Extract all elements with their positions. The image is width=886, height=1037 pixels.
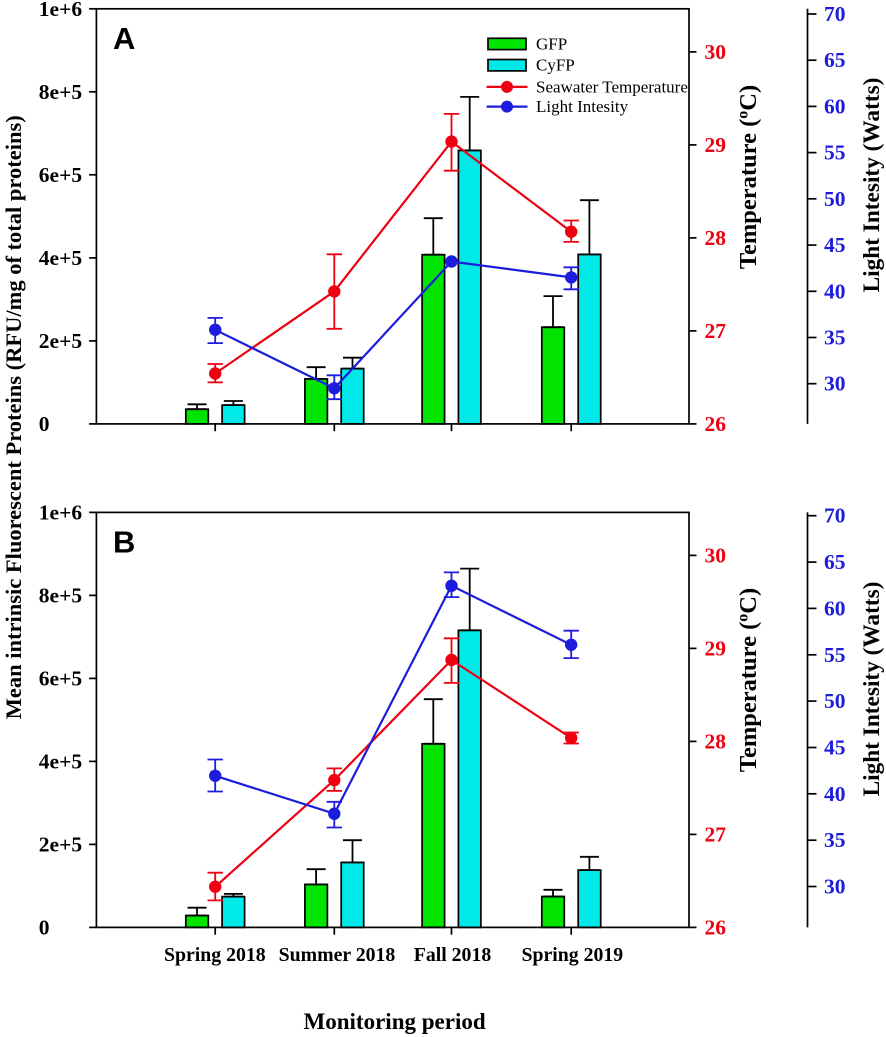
svg-text:8e+5: 8e+5 bbox=[39, 583, 82, 607]
svg-text:Light Intesity (Watts): Light Intesity (Watts) bbox=[859, 582, 885, 797]
svg-text:26: 26 bbox=[705, 915, 727, 939]
svg-text:4e+5: 4e+5 bbox=[39, 246, 82, 270]
svg-text:60: 60 bbox=[824, 94, 846, 118]
svg-text:Mean intrinsic Fluorescent Pro: Mean intrinsic Fluorescent Proteins (RFU… bbox=[1, 115, 26, 719]
svg-text:Spring 2019: Spring 2019 bbox=[521, 944, 623, 966]
svg-text:26: 26 bbox=[705, 412, 727, 436]
svg-text:28: 28 bbox=[705, 729, 727, 753]
svg-text:Spring 2018: Spring 2018 bbox=[164, 944, 266, 966]
svg-text:CyFP: CyFP bbox=[536, 56, 575, 75]
svg-text:0: 0 bbox=[39, 915, 50, 939]
svg-text:Fall 2018: Fall 2018 bbox=[414, 944, 492, 966]
svg-text:40: 40 bbox=[824, 782, 846, 806]
svg-text:70: 70 bbox=[824, 504, 846, 528]
svg-text:55: 55 bbox=[824, 141, 846, 165]
svg-text:8e+5: 8e+5 bbox=[39, 80, 82, 104]
svg-text:4e+5: 4e+5 bbox=[39, 749, 82, 773]
svg-text:40: 40 bbox=[824, 279, 846, 303]
svg-text:Temperature (oC): Temperature (oC) bbox=[735, 85, 763, 269]
svg-text:1e+6: 1e+6 bbox=[39, 0, 83, 21]
svg-text:1e+6: 1e+6 bbox=[39, 500, 83, 524]
svg-text:Seawater Temperature: Seawater Temperature bbox=[536, 77, 688, 96]
svg-text:35: 35 bbox=[824, 326, 846, 350]
svg-text:30: 30 bbox=[824, 875, 846, 899]
svg-text:B: B bbox=[113, 525, 135, 560]
svg-text:27: 27 bbox=[705, 319, 727, 343]
svg-text:30: 30 bbox=[824, 372, 846, 396]
svg-text:45: 45 bbox=[824, 736, 846, 760]
svg-text:27: 27 bbox=[705, 822, 727, 846]
svg-text:Monitoring period: Monitoring period bbox=[304, 1009, 486, 1034]
svg-text:50: 50 bbox=[824, 689, 846, 713]
svg-text:60: 60 bbox=[824, 596, 846, 620]
svg-text:Light Intesity (Watts): Light Intesity (Watts) bbox=[859, 78, 885, 293]
svg-text:35: 35 bbox=[824, 828, 846, 852]
svg-text:Light Intesity: Light Intesity bbox=[536, 97, 629, 116]
svg-text:A: A bbox=[113, 21, 135, 56]
svg-text:30: 30 bbox=[705, 40, 727, 64]
svg-text:65: 65 bbox=[824, 550, 846, 574]
svg-text:30: 30 bbox=[705, 543, 727, 567]
svg-text:0: 0 bbox=[39, 412, 50, 436]
svg-text:6e+5: 6e+5 bbox=[39, 163, 82, 187]
svg-text:6e+5: 6e+5 bbox=[39, 666, 82, 690]
svg-text:28: 28 bbox=[705, 226, 727, 250]
svg-text:29: 29 bbox=[705, 636, 727, 660]
svg-text:55: 55 bbox=[824, 643, 846, 667]
svg-text:29: 29 bbox=[705, 133, 727, 157]
svg-text:GFP: GFP bbox=[536, 35, 567, 54]
svg-text:45: 45 bbox=[824, 233, 846, 257]
svg-text:Summer 2018: Summer 2018 bbox=[279, 944, 396, 966]
svg-text:50: 50 bbox=[824, 187, 846, 211]
svg-text:2e+5: 2e+5 bbox=[39, 329, 82, 353]
svg-text:70: 70 bbox=[824, 2, 846, 26]
svg-text:65: 65 bbox=[824, 48, 846, 72]
svg-text:2e+5: 2e+5 bbox=[39, 832, 82, 856]
